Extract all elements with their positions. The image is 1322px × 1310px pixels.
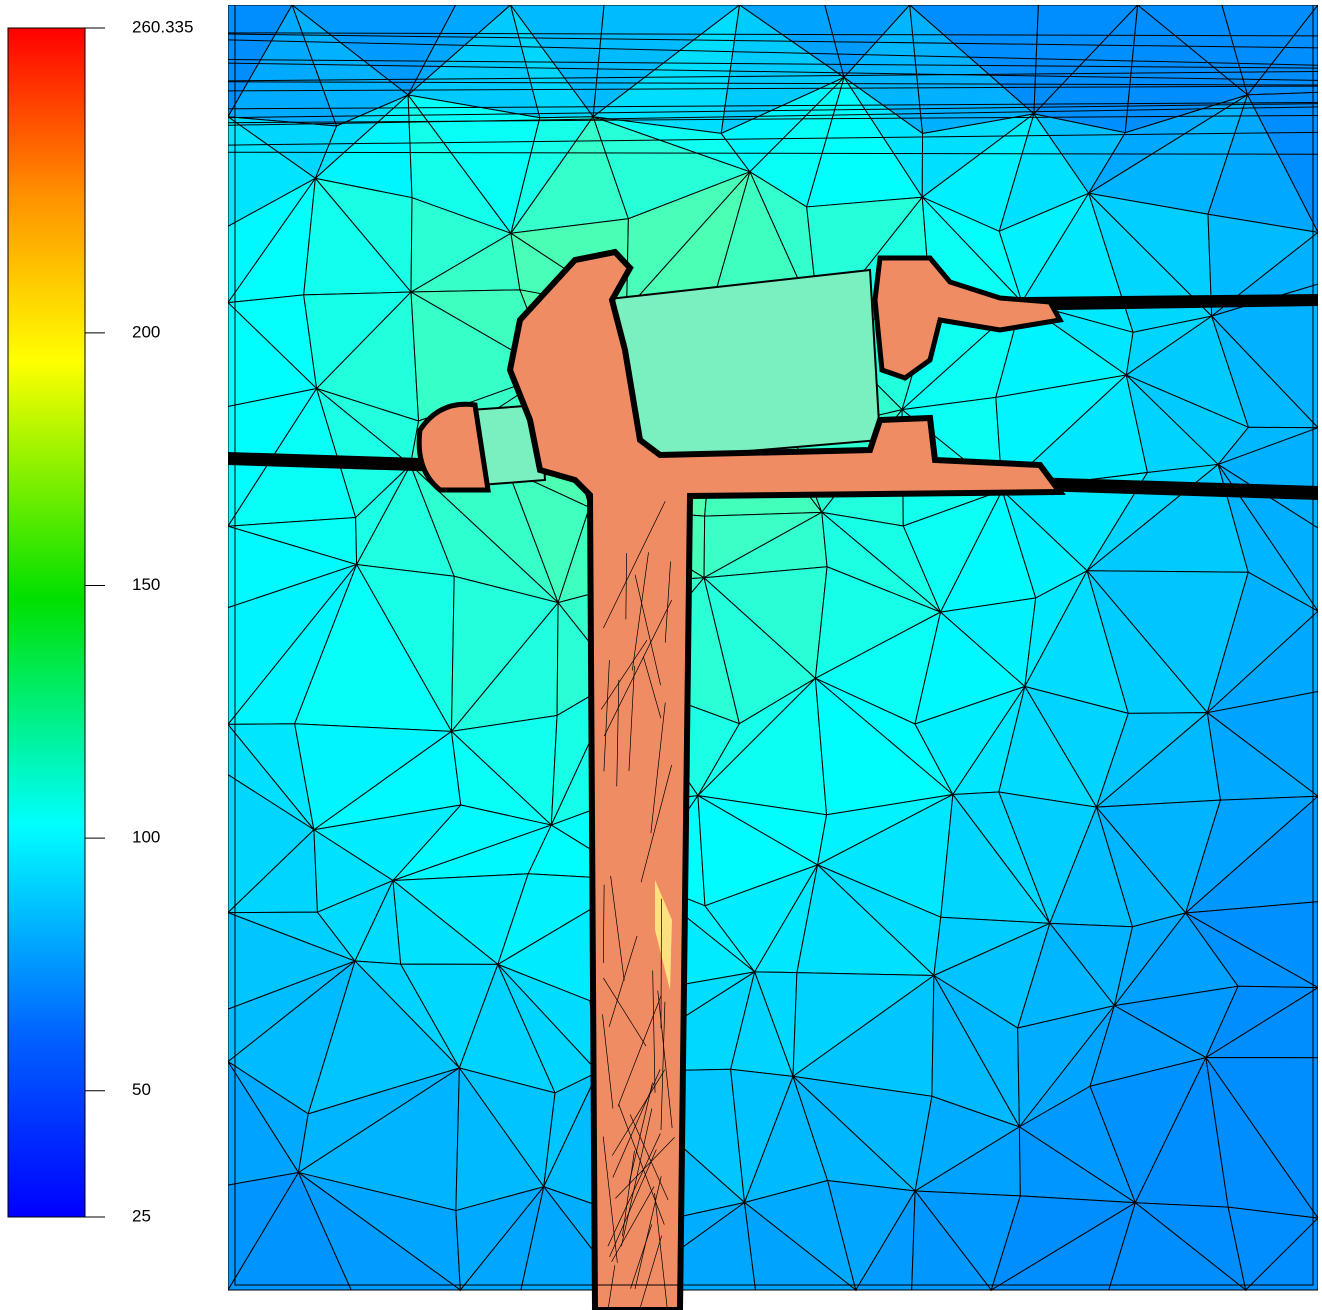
mesh-edge bbox=[621, 1108, 653, 1247]
mesh-element bbox=[1244, 1217, 1318, 1291]
color-scale bbox=[7, 27, 86, 1218]
mesh-edge bbox=[639, 1235, 663, 1310]
mesh-edge bbox=[603, 501, 666, 629]
mesh-element bbox=[743, 1201, 858, 1291]
mesh-edge bbox=[228, 39, 1318, 66]
mesh-edge bbox=[228, 102, 1318, 110]
mesh-edge bbox=[228, 131, 1318, 146]
mesh-edge bbox=[618, 1104, 665, 1225]
mesh-edge bbox=[228, 106, 1318, 126]
mesh-edge bbox=[628, 1082, 653, 1184]
component bbox=[655, 880, 672, 990]
mesh-edge bbox=[602, 1136, 618, 1263]
mesh-element bbox=[1108, 1201, 1248, 1291]
component bbox=[506, 248, 1066, 1310]
mesh-plot bbox=[228, 5, 1318, 1310]
mesh-edge bbox=[652, 970, 656, 1093]
mesh-edge bbox=[660, 898, 662, 1029]
mesh-edge bbox=[634, 1176, 662, 1290]
domain-border bbox=[234, 5, 1314, 1286]
mesh-edge bbox=[228, 103, 1318, 119]
mesh-edge bbox=[642, 656, 662, 719]
mesh-edge bbox=[602, 884, 605, 963]
mesh-edge bbox=[654, 1192, 668, 1310]
mesh-edge bbox=[612, 1069, 661, 1178]
mesh-element bbox=[911, 1189, 993, 1291]
mesh-edge bbox=[228, 114, 1318, 124]
component bbox=[416, 401, 491, 493]
mesh-edge bbox=[600, 639, 648, 710]
mesh-edge bbox=[629, 1114, 669, 1201]
mesh-edge bbox=[603, 977, 647, 1047]
mesh-edge bbox=[228, 32, 1318, 37]
mesh-edge bbox=[228, 62, 1318, 81]
mesh-edge bbox=[603, 660, 610, 772]
mesh-element bbox=[297, 1171, 462, 1291]
mesh-edge bbox=[611, 1069, 666, 1156]
tick-label: 25 bbox=[132, 1206, 151, 1225]
mesh-edge bbox=[650, 702, 666, 834]
tick-label: 50 bbox=[132, 1080, 151, 1099]
mesh-edge bbox=[228, 151, 1318, 155]
tick-label: 260.335 bbox=[132, 17, 193, 36]
mesh-edge bbox=[228, 85, 1318, 92]
mesh-edge bbox=[634, 574, 661, 686]
mesh-edge bbox=[228, 33, 1318, 49]
component bbox=[872, 255, 1064, 381]
mesh-edge bbox=[664, 561, 671, 643]
tick-label: 150 bbox=[132, 575, 160, 594]
mesh-edge bbox=[610, 875, 625, 981]
mesh-edge bbox=[657, 990, 673, 1128]
mesh-edge bbox=[228, 81, 1318, 86]
mesh-edge bbox=[631, 552, 649, 671]
mesh-edge bbox=[630, 1224, 653, 1289]
mesh-edge bbox=[611, 1186, 655, 1262]
mesh-edge bbox=[628, 665, 635, 771]
tick-label: 100 bbox=[132, 828, 160, 847]
mesh-edge bbox=[617, 995, 662, 1107]
mesh-edge bbox=[607, 1265, 616, 1310]
mesh-edge bbox=[228, 70, 1318, 82]
mesh-edge bbox=[228, 59, 1318, 69]
colorbar: 25 50 100 150 200 260.335 bbox=[7, 17, 193, 1225]
mesh-edge bbox=[609, 1149, 657, 1257]
mesh-edge bbox=[602, 1014, 614, 1109]
mesh-edge bbox=[625, 553, 627, 620]
mesh-edge bbox=[622, 1150, 635, 1237]
mesh-edge bbox=[616, 679, 620, 787]
mesh-edge bbox=[615, 1137, 675, 1199]
mesh-edge bbox=[603, 600, 672, 737]
mesh-edge bbox=[660, 1001, 666, 1131]
mesh-edge bbox=[608, 935, 638, 1027]
mesh-edge bbox=[640, 764, 672, 883]
tick-label: 200 bbox=[132, 322, 160, 341]
